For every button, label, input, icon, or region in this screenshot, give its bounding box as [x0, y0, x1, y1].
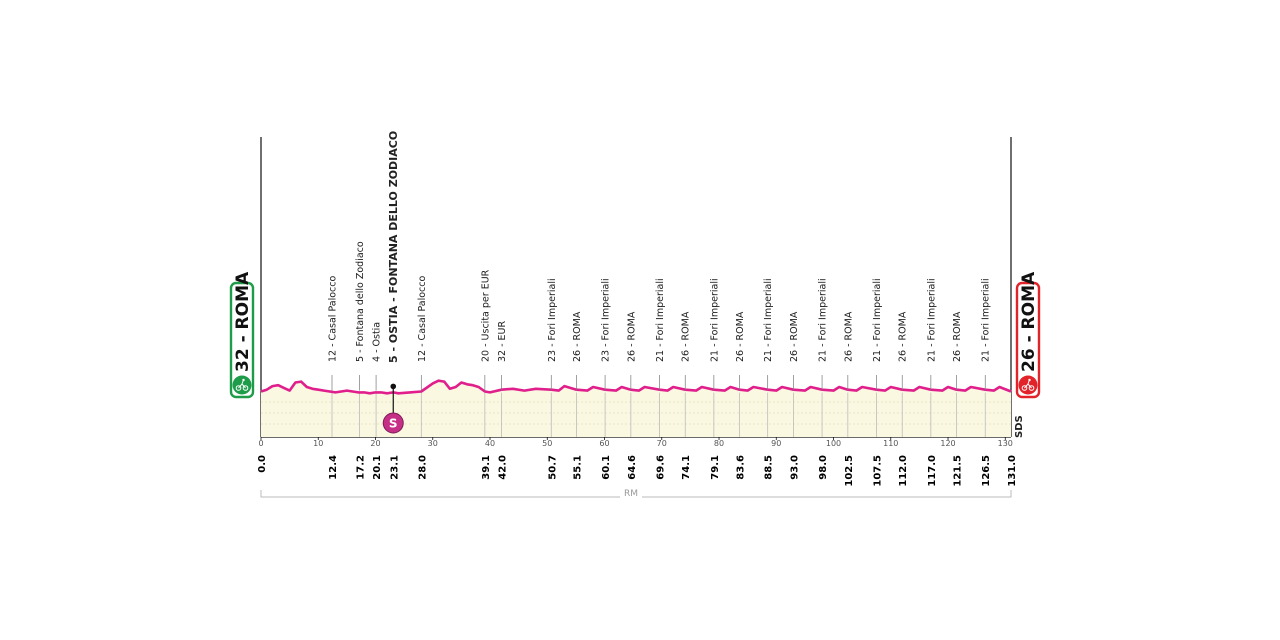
checkpoint-km-label: 131.0 [1007, 455, 1018, 487]
checkpoint-km-label: 39.1 [481, 455, 492, 480]
checkpoint-km-label: 93.0 [789, 455, 800, 480]
cyclist-icon-frame [238, 380, 246, 389]
sprint-checkpoint-label: 5 - OSTIA - FONTANA DELLO ZODIACO [387, 131, 400, 363]
x-tick-label: 40 [485, 439, 495, 448]
finish-endpoint-badge [1015, 281, 1041, 399]
x-tick-label: 110 [883, 439, 898, 448]
checkpoint-label: 32 - EUR [497, 320, 508, 362]
checkpoint-label: 26 - ROMA [572, 311, 583, 362]
sprint-icon-letter: S [389, 417, 398, 431]
side-text: SDS [1014, 415, 1025, 438]
cyclist-icon [1018, 375, 1038, 395]
x-tick-label: 80 [714, 439, 724, 448]
checkpoint-km-label: 12.4 [328, 455, 339, 480]
region-label: RM [624, 489, 638, 499]
x-tick-label: 90 [771, 439, 781, 448]
checkpoint-km-label: 23.1 [389, 455, 400, 480]
x-tick-label: 70 [657, 439, 667, 448]
x-tick-label: 130 [998, 439, 1013, 448]
x-tick-label: 100 [826, 439, 841, 448]
start-endpoint-label: 32 - ROMA [233, 271, 253, 372]
cyclist-icon-wheel [1021, 385, 1028, 391]
start-endpoint-badge [229, 281, 255, 399]
checkpoint-label: 26 - ROMA [789, 311, 800, 362]
checkpoint-label: 21 - Fori Imperiali [763, 278, 774, 362]
checkpoint-label: 21 - Fori Imperiali [981, 278, 992, 362]
x-tick-label: 60 [599, 439, 609, 448]
region-label-bg [620, 488, 642, 500]
checkpoint-label: 26 - ROMA [626, 311, 637, 362]
checkpoint-km-label: 20.1 [372, 455, 383, 480]
checkpoint-label: 26 - ROMA [681, 311, 692, 362]
x-tick-label: 30 [428, 439, 438, 448]
checkpoint-km-label: 69.6 [655, 455, 666, 480]
checkpoint-km-label: 17.2 [355, 455, 366, 480]
elevation-area [261, 380, 1011, 437]
cyclist-icon-head [242, 378, 245, 382]
x-tick-label: 120 [940, 439, 955, 448]
checkpoint-km-label: 117.0 [927, 455, 938, 487]
checkpoint-km-label: 60.1 [601, 455, 612, 480]
checkpoint-label: 21 - Fori Imperiali [709, 278, 720, 362]
checkpoint-km-label: 0.0 [257, 455, 268, 473]
checkpoint-label: 26 - ROMA [898, 311, 909, 362]
checkpoint-label: 4 - Ostia [372, 322, 383, 362]
checkpoint-km-label: 88.5 [764, 455, 775, 480]
km-tick-layer: 0 10 20 30 40 50 60 70 80 90 100 110 120 130 [258, 437, 1013, 448]
cyclist-icon-wheel [1028, 385, 1035, 391]
checkpoint-km-label: 107.5 [872, 455, 883, 487]
checkpoint-km-label: 64.6 [627, 455, 638, 480]
checkpoint-label: 21 - Fori Imperiali [818, 278, 829, 362]
cyclist-icon-wheel [242, 385, 249, 391]
elevation-line [260, 379, 1012, 395]
sprint-marker-dot [390, 383, 397, 390]
endpoint-layer: 32 - ROMA 26 - ROMA SDS [229, 271, 1041, 438]
cyclist-icon-head [1028, 378, 1031, 382]
checkpoint-km-label: 112.0 [898, 455, 909, 487]
sprint-icon [382, 412, 404, 434]
checkpoint-label: 12 - Casal Palocco [417, 276, 428, 362]
checkpoint-km-label: 121.5 [953, 455, 964, 487]
checkpoint-label: 12 - Casal Palocco [327, 276, 338, 362]
checkpoint-label: 21 - Fori Imperiali [872, 278, 883, 362]
checkpoint-label: 21 - Fori Imperiali [655, 278, 666, 362]
region-bracket: RM [260, 488, 1012, 500]
checkpoint-km-label: 55.1 [572, 455, 583, 480]
x-tick-label: 0 [258, 439, 263, 448]
checkpoint-km-label: 83.6 [736, 455, 747, 480]
checkpoint-km-label: 74.1 [681, 455, 692, 480]
finish-endpoint-label: 26 - ROMA [1019, 271, 1039, 372]
checkpoint-label: 21 - Fori Imperiali [926, 278, 937, 362]
checkpoint-layer: 0.0 12.4 12 - Casal Palocco 17.2 5 - Fontana… [257, 131, 1018, 487]
checkpoint-km-label: 79.1 [710, 455, 721, 480]
checkpoint-km-label: 28.0 [417, 455, 428, 480]
checkpoint-label: 20 - Uscita per EUR [480, 269, 491, 362]
finish-endpoint: 26 - ROMA [1015, 271, 1041, 399]
checkpoint-label: 26 - ROMA [952, 311, 963, 362]
elevation-area-layer [260, 379, 1012, 437]
cyclist-icon-frame [1024, 380, 1032, 389]
checkpoint-km-label: 126.5 [981, 455, 992, 487]
x-tick-label: 20 [370, 439, 380, 448]
checkpoint-label: 26 - ROMA [735, 311, 746, 362]
checkpoint-label: 26 - ROMA [843, 311, 854, 362]
checkpoint-label: 5 - Fontana dello Zodiaco [355, 241, 366, 362]
x-tick-label: 50 [542, 439, 552, 448]
cyclist-icon-wheel [235, 385, 242, 391]
cyclist-icon [232, 375, 252, 395]
checkpoint-km-label: 50.7 [547, 455, 558, 480]
start-endpoint: 32 - ROMA [229, 271, 255, 399]
checkpoint-label: 23 - Fori Imperiali [601, 278, 612, 362]
checkpoint-km-label: 98.0 [818, 455, 829, 480]
x-tick-label: 10 [313, 439, 323, 448]
checkpoint-km-label: 42.0 [497, 455, 508, 480]
checkpoint-km-label: 102.5 [844, 455, 855, 487]
checkpoint-label: 23 - Fori Imperiali [547, 278, 558, 362]
